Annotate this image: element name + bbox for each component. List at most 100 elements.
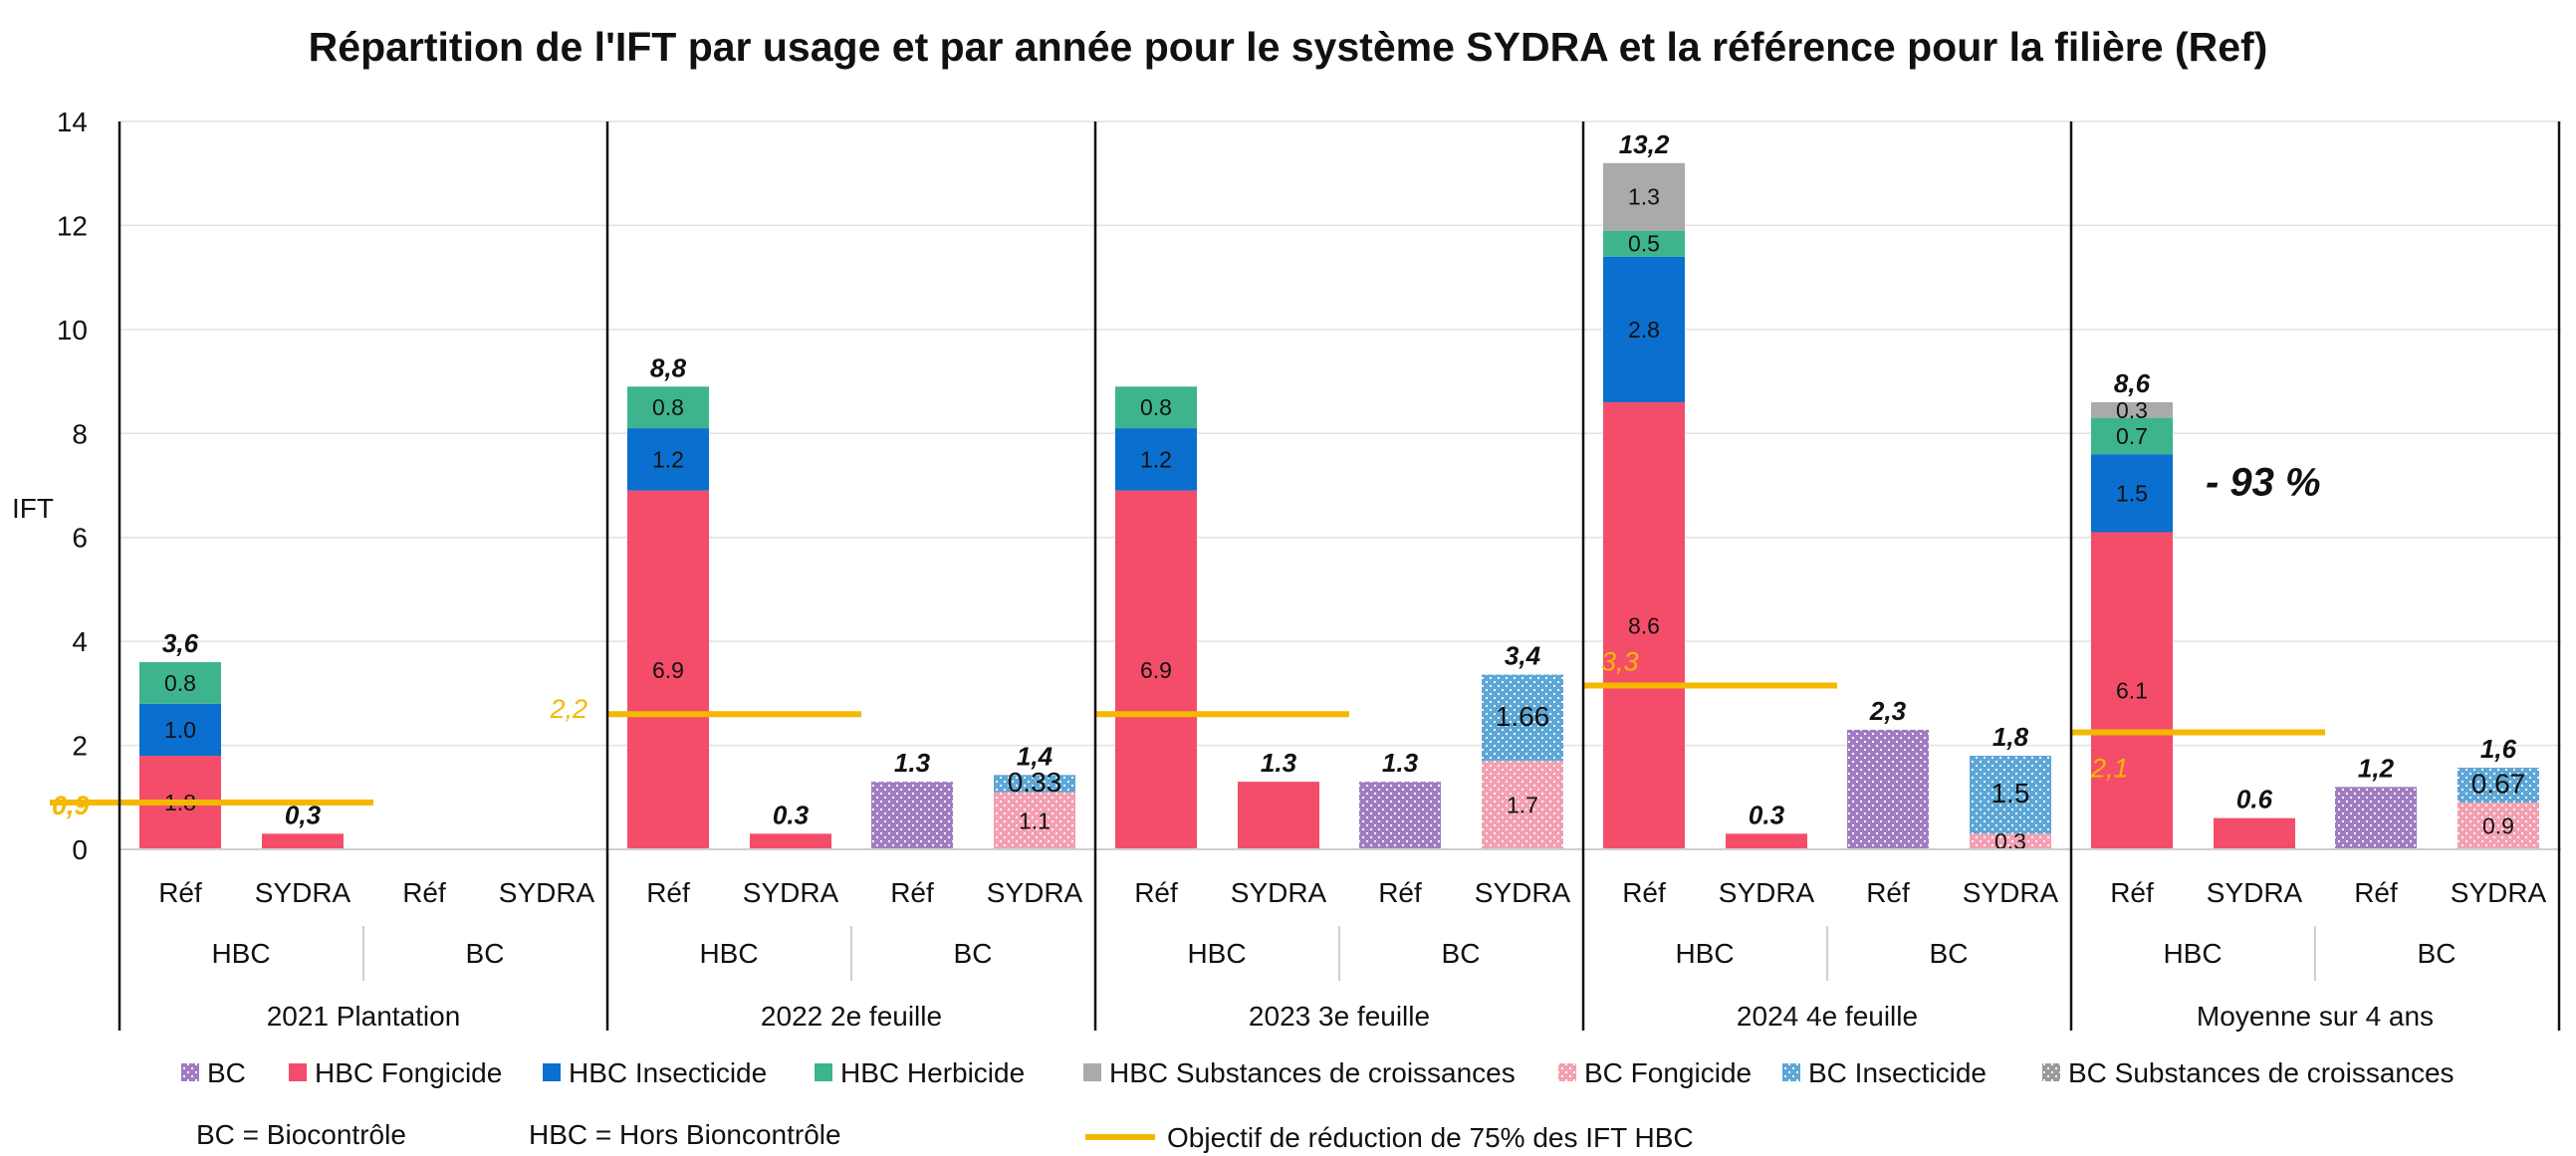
- usage-label: BC: [2418, 938, 2457, 969]
- bar-segment-hbc_subst: [1603, 162, 1685, 231]
- category-label: SYDRA: [499, 877, 595, 908]
- legend-swatch-hbc_fong: [289, 1063, 307, 1081]
- group-label: 2024 4e feuille: [1737, 1001, 1918, 1032]
- bar-segment-bc_insect: [994, 775, 1075, 793]
- reduction-annotation: - 93 %: [2206, 461, 2321, 505]
- segment-label: 0.8: [652, 394, 684, 420]
- segment-label: 1.5: [2116, 480, 2148, 506]
- note-hbc: HBC = Hors Bioncontrôle: [529, 1119, 841, 1150]
- legend-label-hbc_herb: HBC Herbicide: [840, 1057, 1025, 1088]
- y-tick-label: 12: [57, 210, 88, 241]
- bar-segment-hbc_insect: [627, 428, 709, 491]
- bar-segment-hbc_insect: [1115, 428, 1197, 491]
- bar-total-label: 8,6: [2114, 368, 2151, 398]
- legend-swatch-bc_insect: [1782, 1063, 1800, 1081]
- segment-label: 6.9: [1140, 657, 1172, 683]
- category-label: Réf: [646, 877, 690, 908]
- bar-segment-bc_insect: [1482, 674, 1563, 762]
- bar-segment-hbc_subst: [2091, 401, 2173, 418]
- segment-label: 6.1: [2116, 678, 2148, 704]
- legend-swatch-hbc_herb: [815, 1063, 832, 1081]
- legend-label-hbc_insect: HBC Insecticide: [569, 1057, 767, 1088]
- y-tick-label: 14: [57, 107, 88, 137]
- bar-total-label: 1.3: [894, 748, 931, 778]
- bar-segment-bc: [871, 782, 953, 849]
- usage-label: BC: [1442, 938, 1481, 969]
- objective-label: 2,2: [549, 694, 587, 724]
- objective-label: 0,9: [52, 791, 90, 820]
- legend-objective-label: Objectif de réduction de 75% des IFT HBC: [1167, 1122, 1694, 1153]
- segment-label: 6.9: [652, 657, 684, 683]
- y-tick-label: 8: [72, 418, 88, 449]
- bar-segment-hbc_fong: [750, 833, 831, 849]
- bar-segment-bc: [1359, 782, 1441, 849]
- bar-segment-bc_fong: [994, 792, 1075, 849]
- category-label: SYDRA: [1231, 877, 1327, 908]
- segment-label: 0.33: [1008, 767, 1062, 798]
- legend-label-hbc_subst: HBC Substances de croissances: [1109, 1057, 1516, 1088]
- bar-total-label: 1,4: [1017, 741, 1054, 771]
- group-label: 2023 3e feuille: [1249, 1001, 1430, 1032]
- bar-total-label: 1,2: [2358, 753, 2395, 783]
- legend-swatch-bc_fong: [1558, 1063, 1576, 1081]
- segment-label: 8.6: [1628, 612, 1660, 638]
- usage-label: HBC: [2163, 938, 2222, 969]
- segment-label: 1.66: [1496, 701, 1550, 732]
- bar-segment-hbc_fong: [1238, 782, 1319, 849]
- legend-swatch-bc_subst: [2042, 1063, 2060, 1081]
- group-label: 2022 2e feuille: [761, 1001, 942, 1032]
- bar-segment-hbc_fong: [262, 833, 344, 849]
- category-label: Réf: [1378, 877, 1422, 908]
- bar-segment-bc: [2335, 787, 2417, 849]
- bar-total-label: 0.3: [1749, 800, 1785, 829]
- bar-total-label: 1.3: [1382, 748, 1419, 778]
- bar-segment-hbc_herb: [627, 386, 709, 429]
- usage-label: HBC: [1187, 938, 1246, 969]
- category-label: Réf: [158, 877, 202, 908]
- segment-label: 1.2: [1140, 446, 1172, 472]
- bar-segment-hbc_fong: [1603, 401, 1685, 849]
- y-axis-label: IFT: [12, 493, 54, 524]
- objective-label: 3,3: [1601, 647, 1639, 677]
- segment-label: 0.8: [164, 670, 196, 696]
- bar-total-label: 0.6: [2236, 785, 2273, 814]
- segment-label: 0.3: [2116, 397, 2148, 423]
- bar-segment-bc_insect: [2458, 768, 2539, 804]
- bar-segment-hbc_herb: [139, 662, 221, 704]
- bar-total-label: 3,6: [162, 628, 199, 658]
- bar-segment-hbc_fong: [1726, 833, 1807, 849]
- bar-segment-bc_fong: [1970, 833, 2051, 849]
- y-tick-label: 4: [72, 626, 88, 657]
- objective-label: 2,1: [2090, 754, 2129, 784]
- legend-label-bc_subst: BC Substances de croissances: [2068, 1057, 2455, 1088]
- legend-label-bc: BC: [207, 1057, 246, 1088]
- segment-label: 1.5: [1991, 778, 2030, 809]
- bar-segment-bc: [1847, 729, 1929, 849]
- bar-segment-bc_insect: [1970, 756, 2051, 834]
- category-label: SYDRA: [1963, 877, 2059, 908]
- usage-label: HBC: [211, 938, 270, 969]
- category-label: SYDRA: [2207, 877, 2303, 908]
- legend-swatch-bc: [181, 1063, 199, 1081]
- bar-segment-hbc_herb: [1603, 230, 1685, 257]
- usage-label: BC: [466, 938, 505, 969]
- bar-total-label: 3,4: [1505, 641, 1541, 671]
- y-tick-label: 2: [72, 731, 88, 762]
- group-label: 2021 Plantation: [267, 1001, 461, 1032]
- legend-label-hbc_fong: HBC Fongicide: [315, 1057, 502, 1088]
- category-label: SYDRA: [2451, 877, 2547, 908]
- segment-label: 0.67: [2471, 769, 2526, 800]
- category-label: Réf: [1622, 877, 1666, 908]
- legend-swatch-hbc_insect: [543, 1063, 561, 1081]
- segment-label: 0.8: [1140, 394, 1172, 420]
- usage-label: HBC: [699, 938, 758, 969]
- bar-segment-hbc_fong: [2091, 532, 2173, 849]
- segment-label: 2.8: [1628, 317, 1660, 343]
- y-tick-label: 0: [72, 834, 88, 865]
- bar-total-label: 8,8: [650, 352, 687, 382]
- segment-label: 0.5: [1628, 231, 1660, 257]
- legend-swatch-hbc_subst: [1083, 1063, 1101, 1081]
- bar-segment-bc_fong: [1482, 761, 1563, 849]
- bar-segment-hbc_herb: [2091, 417, 2173, 455]
